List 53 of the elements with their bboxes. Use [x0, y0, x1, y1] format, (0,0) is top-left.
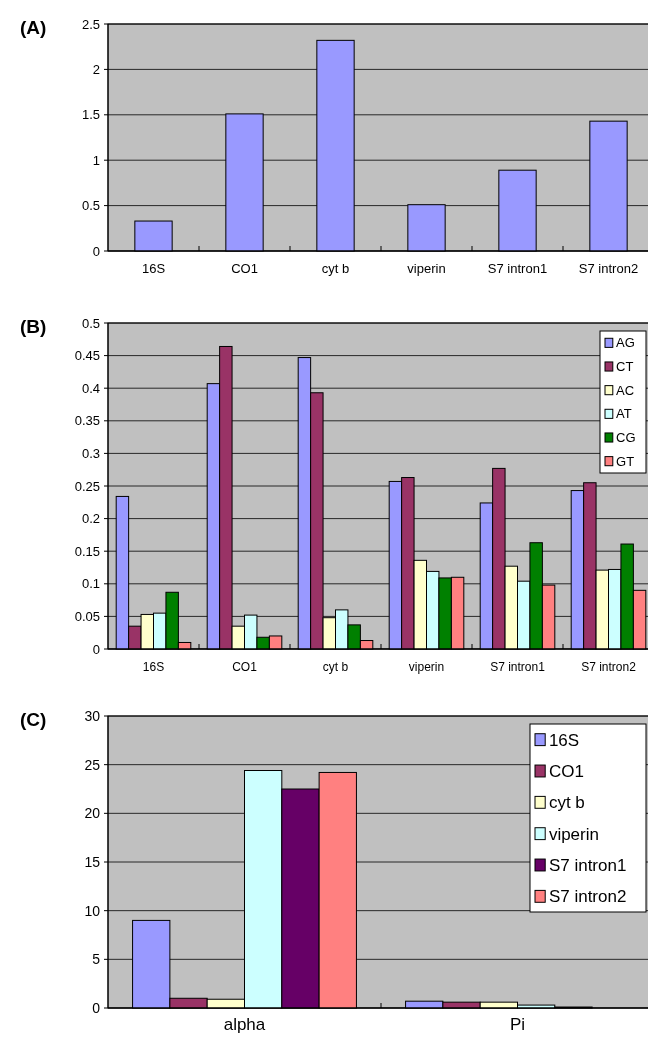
y-tick-label: 10 — [84, 902, 101, 919]
x-tick-label: 16S — [142, 660, 165, 674]
x-tick-label: cyt b — [322, 660, 349, 674]
legend-label: S7 intron1 — [548, 855, 627, 875]
legend-label: CO1 — [548, 761, 584, 781]
legend-label: AC — [616, 382, 635, 398]
y-tick-label: 30 — [84, 707, 101, 724]
y-tick-label: 25 — [84, 756, 101, 773]
legend-label: GT — [616, 453, 635, 469]
legend-label: CT — [616, 359, 634, 375]
y-tick-label: 0 — [92, 999, 101, 1016]
legend-label: AG — [616, 335, 635, 351]
y-tick-label: 0 — [92, 243, 100, 259]
y-tick-label: 0.35 — [74, 413, 100, 429]
y-tick-label: 20 — [84, 805, 101, 822]
y-tick-label: 15 — [84, 853, 101, 870]
y-tick-label: 0 — [92, 641, 100, 657]
x-tick-label: viperin — [407, 261, 446, 276]
legend-label: viperin — [548, 824, 599, 844]
y-tick-label: 5 — [92, 951, 101, 968]
y-tick-label: 0.25 — [74, 478, 100, 494]
x-tick-label: cyt b — [321, 261, 350, 276]
y-tick-label: 1 — [92, 152, 100, 168]
x-tick-label: viperin — [408, 660, 445, 674]
y-tick-label: 0.4 — [81, 380, 100, 396]
legend-label: CG — [616, 430, 636, 446]
x-tick-label: alpha — [223, 1015, 266, 1034]
x-tick-label: S7 intron1 — [487, 261, 548, 276]
y-tick-label: 0.3 — [81, 445, 100, 461]
x-tick-label: 16S — [141, 261, 166, 276]
x-tick-label: S7 intron1 — [490, 660, 546, 674]
x-tick-label: CO1 — [231, 261, 258, 276]
y-tick-label: 0.05 — [74, 608, 100, 624]
y-tick-label: 0.5 — [81, 315, 100, 331]
legend-label: AT — [616, 406, 632, 422]
x-tick-label: Pi — [509, 1015, 526, 1034]
y-tick-label: 0.5 — [81, 198, 100, 214]
y-tick-label: 0.15 — [74, 543, 100, 559]
chart-title: (C) — [20, 709, 47, 730]
y-tick-label: 2 — [92, 61, 100, 77]
x-tick-label: CO1 — [232, 660, 258, 674]
chart-title: (B) — [20, 316, 47, 337]
legend-label: 16S — [548, 730, 580, 750]
chart-title: (A) — [20, 17, 47, 38]
x-tick-label: S7 intron2 — [581, 660, 637, 674]
legend-label: cyt b — [548, 793, 585, 813]
y-tick-label: 2.5 — [81, 16, 100, 32]
legend-label: S7 intron2 — [548, 887, 627, 907]
y-tick-label: 0.45 — [74, 348, 100, 364]
y-tick-label: 1.5 — [81, 107, 100, 123]
y-tick-label: 0.1 — [81, 576, 100, 592]
x-tick-label: S7 intron2 — [578, 261, 639, 276]
y-tick-label: 0.2 — [81, 511, 100, 527]
